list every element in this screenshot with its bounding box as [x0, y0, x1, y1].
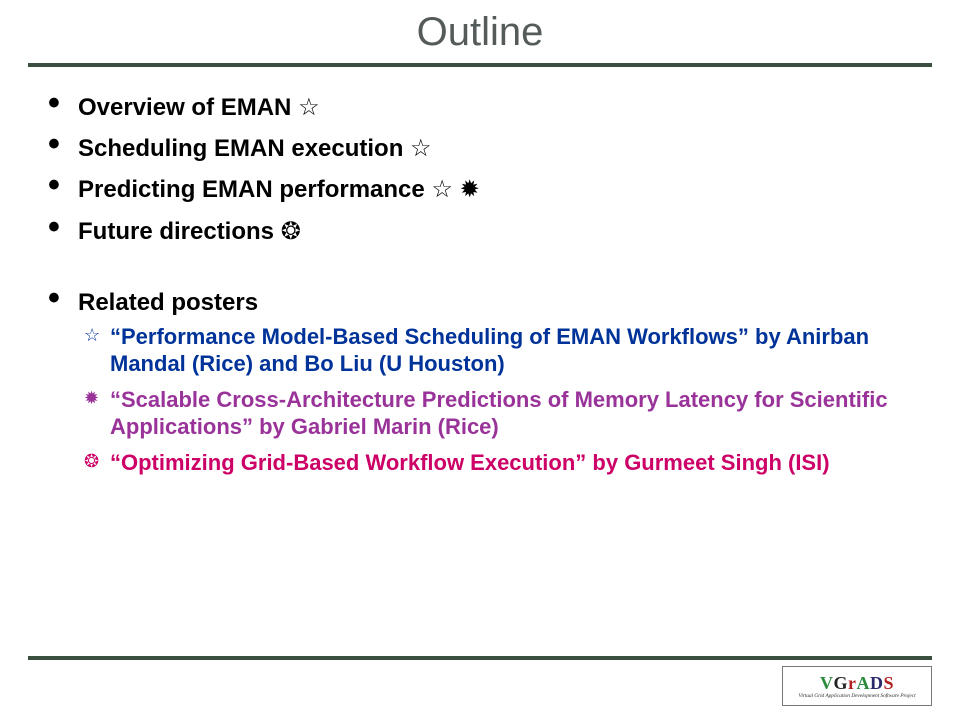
- related-text: “Scalable Cross-Architecture Predictions…: [110, 387, 888, 440]
- content-area: Overview of EMAN ☆ Scheduling EMAN execu…: [0, 67, 960, 476]
- spacer: [72, 254, 920, 284]
- clock-icon: ❂: [84, 450, 99, 473]
- bullet-item: Scheduling EMAN execution ☆: [72, 130, 920, 167]
- star-icon: ☆: [298, 94, 320, 121]
- burst-icon: ✹: [84, 387, 99, 410]
- slide: Outline Overview of EMAN ☆ Scheduling EM…: [0, 0, 960, 720]
- related-item: ☆ “Performance Model-Based Scheduling of…: [106, 323, 920, 378]
- logo-letters: VGrADS: [820, 674, 894, 692]
- related-sublist: ☆ “Performance Model-Based Scheduling of…: [78, 323, 920, 477]
- bullet-item: Predicting EMAN performance ☆ ✹: [72, 171, 920, 208]
- related-item: ❂ “Optimizing Grid-Based Workflow Execut…: [106, 449, 920, 477]
- star-icon: ☆: [410, 135, 432, 162]
- logo-tagline: Virtual Grid Application Development Sof…: [798, 693, 915, 699]
- related-item: ✹ “Scalable Cross-Architecture Predictio…: [106, 386, 920, 441]
- related-heading-item: Related posters ☆ “Performance Model-Bas…: [72, 284, 920, 477]
- bottom-rule: [28, 656, 932, 660]
- logo-letter: D: [870, 673, 884, 693]
- logo-letter: S: [884, 673, 895, 693]
- bullet-text: Overview of EMAN: [78, 94, 298, 121]
- related-text: “Performance Model-Based Scheduling of E…: [110, 324, 869, 377]
- logo-letter: A: [857, 673, 871, 693]
- slide-title: Outline: [0, 0, 960, 63]
- related-text: “Optimizing Grid-Based Workflow Executio…: [110, 450, 830, 475]
- bullet-text: Predicting EMAN performance: [78, 176, 431, 203]
- star-icon: ☆: [84, 324, 100, 347]
- clock-icon: ❂: [281, 218, 301, 245]
- logo-letter: V: [820, 673, 834, 693]
- star-clock-icon: ☆ ✹: [431, 176, 479, 203]
- bullet-text: Future directions: [78, 218, 281, 245]
- related-heading: Related posters: [78, 289, 258, 316]
- logo-letter: r: [848, 673, 857, 693]
- related-list: Related posters ☆ “Performance Model-Bas…: [72, 284, 920, 477]
- bullet-text: Scheduling EMAN execution: [78, 135, 410, 162]
- outline-list: Overview of EMAN ☆ Scheduling EMAN execu…: [72, 89, 920, 250]
- bullet-item: Future directions ❂: [72, 213, 920, 250]
- logo-letter: G: [833, 673, 848, 693]
- vgrads-logo: VGrADS Virtual Grid Application Developm…: [782, 666, 932, 706]
- bullet-item: Overview of EMAN ☆: [72, 89, 920, 126]
